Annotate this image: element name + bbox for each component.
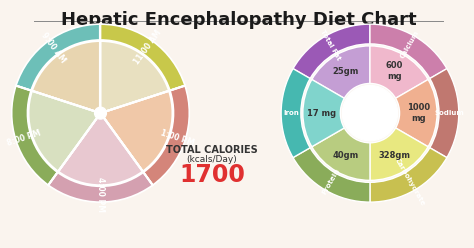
Text: Sodium: Sodium — [434, 110, 464, 116]
Wedge shape — [100, 24, 185, 91]
Wedge shape — [293, 148, 370, 202]
Wedge shape — [312, 128, 370, 180]
Wedge shape — [144, 86, 189, 185]
Text: 8:00 PM: 8:00 PM — [5, 128, 42, 148]
Text: Carbohydrate: Carbohydrate — [393, 157, 426, 207]
Wedge shape — [370, 46, 428, 98]
Text: 1700: 1700 — [179, 163, 245, 187]
Wedge shape — [370, 24, 447, 79]
Text: 17 mg: 17 mg — [307, 109, 336, 118]
Wedge shape — [281, 69, 310, 158]
Text: Hepatic Encephalopathy Diet Chart: Hepatic Encephalopathy Diet Chart — [61, 11, 417, 29]
Wedge shape — [32, 41, 100, 113]
Text: Calcium: Calcium — [399, 30, 420, 60]
Wedge shape — [396, 80, 437, 147]
Wedge shape — [12, 86, 57, 185]
Text: (kcals/Day): (kcals/Day) — [187, 155, 237, 164]
Text: 1000
mg: 1000 mg — [407, 103, 430, 123]
Wedge shape — [430, 69, 459, 158]
Text: 600
mg: 600 mg — [385, 62, 403, 81]
Text: 25gm: 25gm — [333, 67, 359, 76]
Wedge shape — [101, 91, 173, 172]
Wedge shape — [303, 80, 344, 147]
Circle shape — [342, 86, 398, 141]
Circle shape — [95, 107, 107, 119]
Wedge shape — [48, 172, 153, 202]
Wedge shape — [58, 115, 143, 185]
Wedge shape — [370, 128, 428, 180]
Text: 328gm: 328gm — [378, 151, 410, 159]
Text: 9:00 AM: 9:00 AM — [39, 31, 67, 64]
Text: TOTAL CALORIES: TOTAL CALORIES — [166, 145, 258, 155]
Wedge shape — [16, 24, 100, 91]
Text: Iron: Iron — [283, 110, 299, 116]
Text: 4:00 PM: 4:00 PM — [96, 177, 105, 212]
Text: 1:00 PM: 1:00 PM — [159, 128, 195, 148]
Wedge shape — [312, 46, 370, 98]
Wedge shape — [293, 24, 370, 79]
Text: 11:00 AM: 11:00 AM — [133, 29, 164, 66]
Text: Total Fat: Total Fat — [319, 28, 342, 61]
Wedge shape — [100, 41, 169, 113]
Text: Protein: Protein — [320, 167, 340, 196]
Wedge shape — [370, 148, 447, 202]
Text: 40gm: 40gm — [333, 151, 359, 159]
Wedge shape — [28, 91, 100, 172]
